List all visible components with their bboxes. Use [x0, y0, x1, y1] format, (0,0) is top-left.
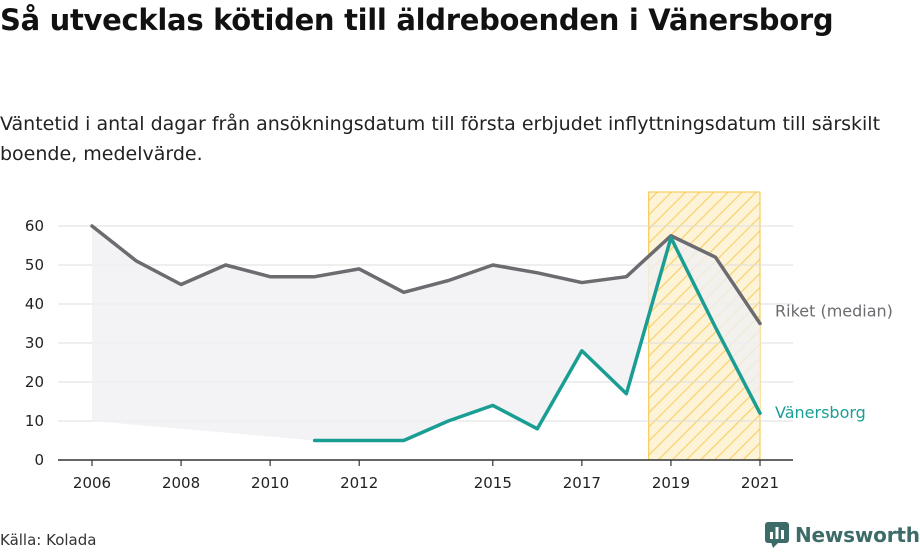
x-tick-label: 2012 [340, 474, 378, 492]
y-tick-label: 50 [25, 256, 44, 274]
series-gap-area [92, 226, 760, 441]
x-tick-label: 2017 [563, 474, 601, 492]
x-tick-label: 2006 [73, 474, 111, 492]
brand-logo: Newsworthy [765, 520, 920, 550]
line-chart: 0 10 20 30 40 50 60 2006 2008 2010 2012 2015 2017 201… [25, 191, 893, 492]
x-tick-label: 2015 [474, 474, 512, 492]
y-tick-label: 60 [25, 217, 44, 235]
series-line-riket [90, 224, 762, 326]
brand-name: Newsworthy [795, 523, 920, 547]
y-tick-label: 40 [25, 295, 44, 313]
x-tick-label: 2019 [652, 474, 690, 492]
series-line-vanersborg [312, 235, 762, 443]
y-tick-label: 20 [25, 373, 44, 391]
source-note: Källa: Kolada [0, 531, 97, 549]
y-tick-label: 30 [25, 334, 44, 352]
chart-title: Så utvecklas kötiden till äldreboenden i… [0, 3, 834, 37]
series-label-riket: Riket (median) [775, 302, 893, 321]
chart-subtitle: Väntetid i antal dagar från ansökningsda… [0, 113, 881, 165]
series-label-vanersborg: Vänersborg [775, 403, 866, 422]
y-tick-label: 0 [34, 451, 44, 469]
x-tick-label: 2010 [251, 474, 289, 492]
newsworthy-chart-icon [765, 522, 789, 548]
y-tick-label: 10 [25, 412, 44, 430]
x-tick-label: 2008 [162, 474, 200, 492]
x-tick-label: 2021 [741, 474, 779, 492]
